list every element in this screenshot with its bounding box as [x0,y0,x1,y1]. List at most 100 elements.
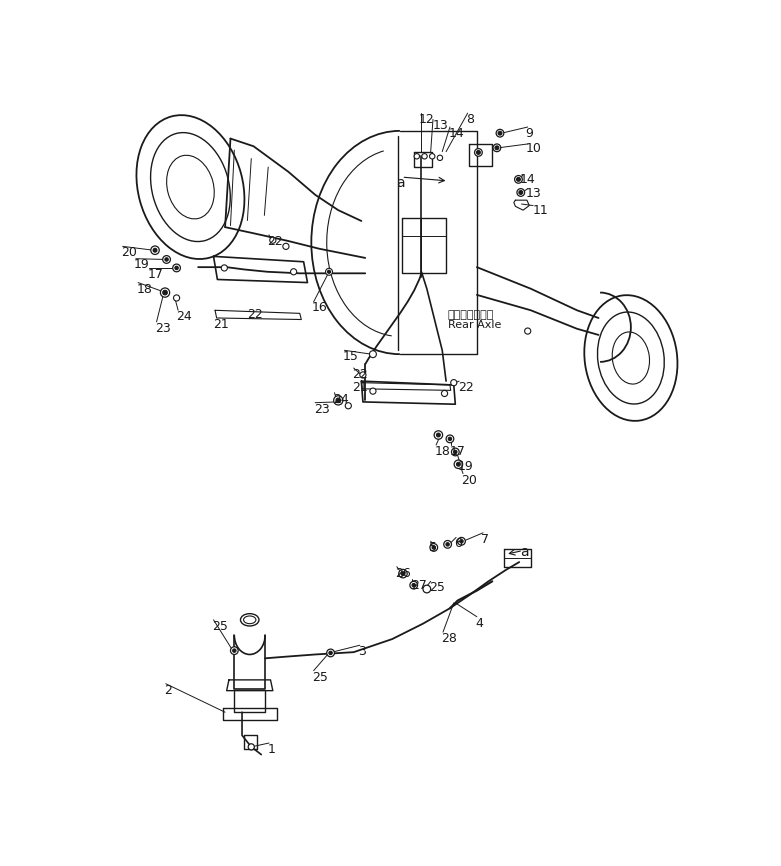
Text: 7: 7 [482,533,490,546]
Circle shape [454,450,457,454]
Circle shape [162,290,167,295]
Circle shape [401,572,405,576]
Circle shape [476,151,480,154]
Text: 1: 1 [267,743,276,756]
Circle shape [475,149,483,156]
Text: 13: 13 [432,120,448,132]
Circle shape [516,178,520,181]
Circle shape [333,396,343,405]
Circle shape [451,448,459,456]
Text: 25: 25 [429,581,445,594]
Circle shape [412,584,415,587]
Circle shape [345,403,351,409]
Text: 15: 15 [343,351,358,364]
Circle shape [248,744,255,750]
Text: 22: 22 [458,381,473,394]
Circle shape [493,144,501,152]
Circle shape [327,270,330,274]
Circle shape [432,546,436,549]
Circle shape [448,437,451,441]
Circle shape [173,264,180,272]
Circle shape [456,462,460,466]
Circle shape [496,129,504,137]
Text: 22: 22 [267,235,284,248]
Circle shape [153,249,157,252]
Text: 19: 19 [458,461,473,474]
Text: リヤーアクスル: リヤーアクスル [448,310,494,320]
Text: 21: 21 [352,381,368,394]
Circle shape [430,544,437,552]
Circle shape [291,268,297,275]
Text: 24: 24 [333,392,348,405]
Circle shape [165,258,168,262]
Text: 22: 22 [352,368,368,381]
Circle shape [458,538,465,545]
Circle shape [444,540,451,548]
Text: 17: 17 [148,268,163,281]
Circle shape [434,430,443,439]
Text: 8: 8 [466,113,474,126]
Circle shape [498,132,502,135]
Text: 4: 4 [476,617,483,630]
Text: 12: 12 [419,113,435,126]
Circle shape [151,246,159,255]
Text: 20: 20 [462,474,477,487]
Circle shape [517,189,525,197]
Circle shape [269,237,276,243]
Text: Rear Axle: Rear Axle [448,320,501,330]
Text: 23: 23 [155,322,171,335]
Text: 21: 21 [213,318,230,331]
Circle shape [519,191,522,194]
Text: 2: 2 [164,684,172,697]
Text: 22: 22 [248,308,263,321]
Text: 18: 18 [137,282,152,295]
Circle shape [326,268,333,275]
Text: 14: 14 [520,173,536,186]
Circle shape [370,388,376,394]
Text: 28: 28 [441,632,458,645]
Circle shape [446,543,449,546]
Text: 24: 24 [177,310,192,323]
Circle shape [430,153,435,159]
Circle shape [283,243,289,249]
Circle shape [441,391,448,397]
Text: 19: 19 [134,258,149,271]
Text: 5: 5 [429,541,437,554]
Circle shape [326,650,334,656]
Circle shape [451,379,457,385]
Text: 18: 18 [434,445,451,458]
Circle shape [329,651,332,655]
Circle shape [423,585,430,593]
Text: a: a [520,545,529,559]
Circle shape [495,145,499,150]
Circle shape [460,540,463,543]
Text: 25: 25 [212,620,228,633]
Text: 10: 10 [526,142,541,155]
Text: 25: 25 [312,670,328,683]
Circle shape [410,581,418,589]
Circle shape [455,460,462,469]
Circle shape [525,328,531,334]
Text: 23: 23 [314,403,330,416]
Circle shape [175,266,178,269]
Circle shape [414,153,419,159]
Circle shape [173,295,180,301]
Circle shape [230,647,238,655]
Circle shape [437,433,440,437]
Circle shape [437,155,443,160]
Circle shape [399,569,407,578]
Circle shape [233,649,236,652]
Text: 11: 11 [533,204,549,217]
Circle shape [446,435,454,443]
Text: 16: 16 [312,301,328,314]
Text: 13: 13 [526,187,541,200]
Circle shape [369,351,376,358]
Text: 9: 9 [526,127,533,140]
Text: 6: 6 [455,538,462,551]
Circle shape [360,372,366,378]
Circle shape [515,176,522,184]
Circle shape [336,398,341,403]
Circle shape [162,255,170,263]
Text: 17: 17 [450,445,465,458]
Circle shape [160,288,169,297]
